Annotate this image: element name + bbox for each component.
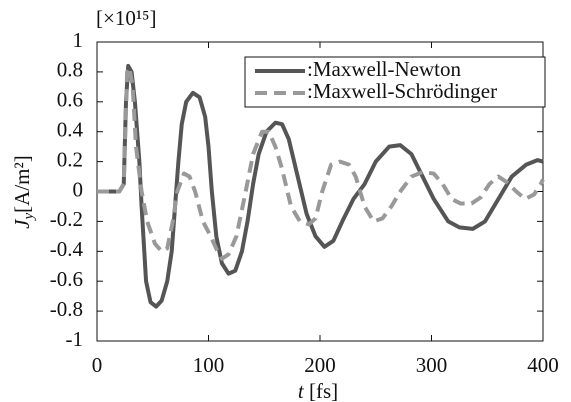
legend-label: :Maxwell-Schrödinger (307, 79, 497, 103)
x-tick-label: 0 (92, 353, 103, 377)
y-tick-label: -0.8 (50, 297, 83, 321)
y-tick-label: 0.2 (57, 147, 83, 171)
y-tick-label: 1 (73, 28, 84, 52)
x-label-symbol: t (298, 379, 305, 402)
x-label-unit: [fs] (309, 379, 338, 402)
x-tick-label: 400 (527, 353, 559, 377)
data-line (97, 63, 544, 309)
y-label-unit: [A/m²] (10, 155, 34, 213)
x-axis-label: t [fs] (298, 379, 338, 402)
y-tick-label: 0.6 (57, 88, 83, 112)
legend-label: :Maxwell-Newton (307, 57, 461, 81)
legend-box (244, 56, 546, 108)
y-label-symbol: J (10, 218, 34, 229)
multiplier: [×10¹⁵] (96, 6, 156, 30)
y-tick-label: -0.4 (50, 237, 84, 261)
y-axis-label: Jy[A/m²] (10, 155, 38, 229)
y-tick-label: 0.4 (57, 118, 84, 142)
y-label-subscript: y (21, 212, 37, 221)
x-tick-label: 300 (416, 353, 448, 377)
y-tick-label: 0 (73, 177, 84, 201)
y-tick-label: -1 (66, 327, 84, 351)
x-tick-label: 100 (193, 353, 225, 377)
data-line (97, 65, 545, 261)
y-tick-label: -0.2 (50, 207, 83, 231)
x-tick-label: 200 (304, 353, 336, 377)
y-tick-label: 0.8 (57, 58, 83, 82)
y-tick-label: -0.6 (50, 267, 83, 291)
